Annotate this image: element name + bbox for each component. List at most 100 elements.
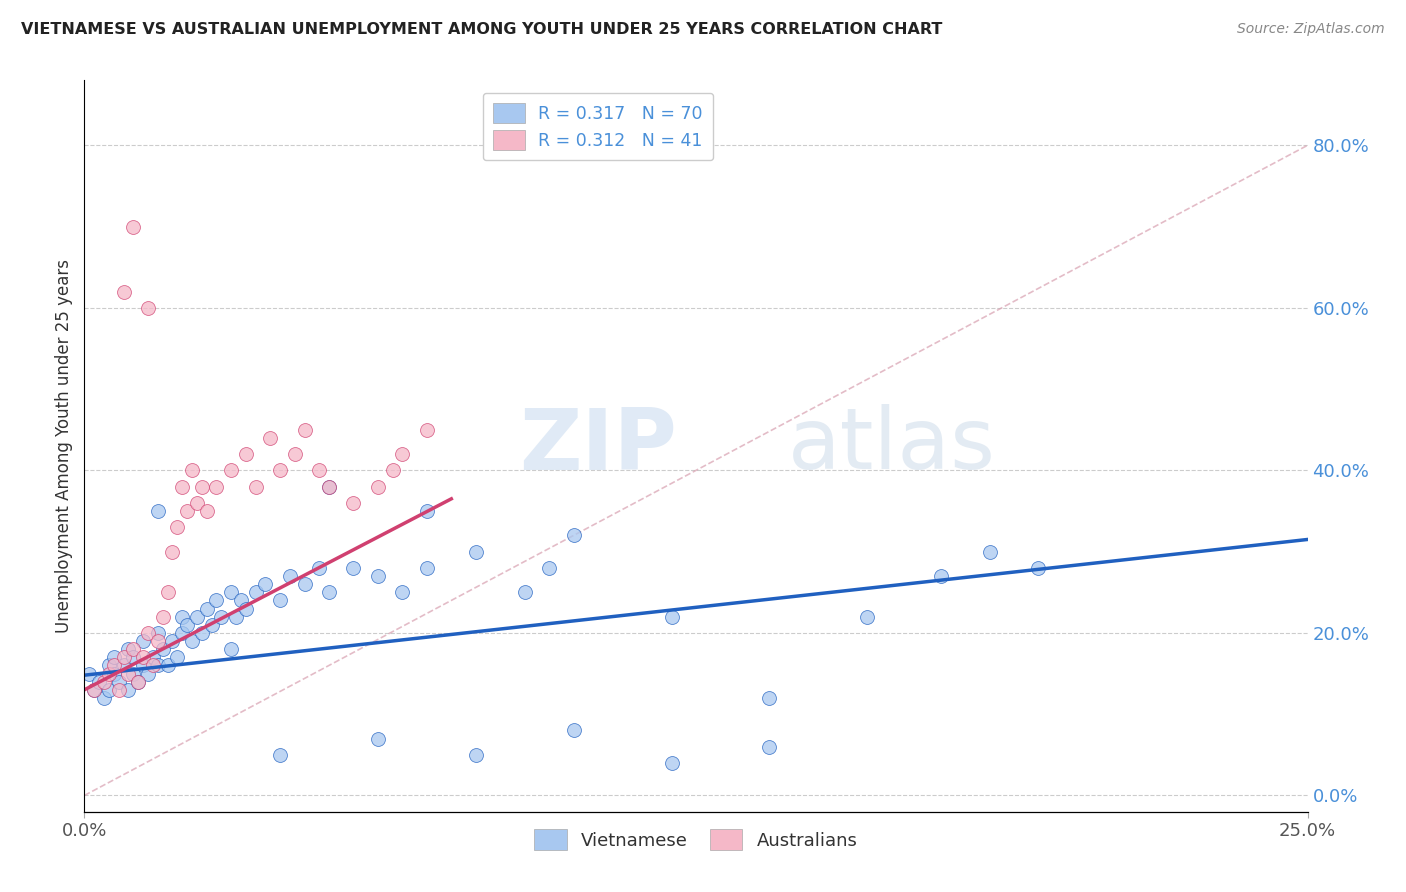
Point (269, 747, 291, 762)
Point (127, 674, 149, 689)
Point (136, 301, 159, 315)
Point (391, 585, 413, 599)
Point (152, 609, 174, 624)
Point (229, 593, 252, 607)
Point (259, 431, 281, 445)
Point (284, 447, 307, 461)
Point (416, 423, 439, 437)
Point (205, 480, 228, 494)
Point (87, 674, 110, 689)
Point (464, 544, 486, 558)
Point (172, 626, 194, 640)
Legend: Vietnamese, Australians: Vietnamese, Australians (527, 822, 865, 857)
Point (367, 731, 389, 746)
Point (172, 480, 194, 494)
Point (416, 504, 439, 518)
Point (97, 682, 120, 697)
Point (122, 219, 145, 234)
Text: VIETNAMESE VS AUSTRALIAN UNEMPLOYMENT AMONG YOUTH UNDER 25 YEARS CORRELATION CHA: VIETNAMESE VS AUSTRALIAN UNEMPLOYMENT AM… (21, 22, 942, 37)
Point (235, 601, 257, 615)
Point (132, 634, 155, 648)
Y-axis label: Unemployment Among Youth under 25 years: Unemployment Among Youth under 25 years (55, 259, 73, 633)
Point (225, 609, 247, 624)
Point (294, 423, 316, 437)
Point (661, 609, 683, 624)
Point (146, 634, 169, 648)
Point (245, 585, 267, 599)
Point (136, 626, 159, 640)
Point (176, 617, 198, 632)
Point (318, 480, 340, 494)
Point (83, 682, 105, 697)
Point (200, 617, 222, 632)
Point (342, 561, 364, 575)
Point (245, 480, 267, 494)
Point (294, 577, 316, 591)
Point (103, 658, 125, 673)
Point (342, 496, 364, 510)
Point (269, 463, 291, 477)
Point (181, 463, 204, 477)
Point (381, 463, 404, 477)
Point (195, 601, 218, 615)
Point (77, 666, 100, 681)
Point (112, 285, 135, 299)
Point (538, 561, 561, 575)
Point (186, 609, 208, 624)
Point (235, 447, 257, 461)
Point (162, 544, 184, 558)
Point (758, 690, 780, 705)
Point (205, 593, 228, 607)
Point (117, 682, 139, 697)
Point (562, 528, 585, 542)
Point (156, 585, 179, 599)
Point (107, 674, 129, 689)
Point (186, 496, 208, 510)
Point (929, 569, 952, 583)
Point (191, 626, 214, 640)
Point (93, 674, 115, 689)
Point (219, 585, 242, 599)
Point (136, 666, 159, 681)
Point (83, 682, 105, 697)
Point (191, 480, 214, 494)
Point (391, 447, 413, 461)
Point (318, 480, 340, 494)
Point (142, 658, 165, 673)
Point (562, 723, 585, 738)
Point (513, 585, 536, 599)
Point (152, 642, 174, 657)
Point (122, 666, 145, 681)
Point (176, 504, 198, 518)
Point (254, 577, 277, 591)
Point (318, 585, 340, 599)
Point (122, 650, 145, 665)
Point (166, 520, 188, 534)
Point (132, 650, 155, 665)
Point (979, 544, 1001, 558)
Point (856, 609, 879, 624)
Point (219, 642, 242, 657)
Point (172, 609, 194, 624)
Point (758, 739, 780, 754)
Text: Source: ZipAtlas.com: Source: ZipAtlas.com (1237, 22, 1385, 37)
Point (127, 674, 149, 689)
Point (103, 666, 125, 681)
Point (117, 666, 139, 681)
Point (219, 463, 242, 477)
Point (156, 658, 179, 673)
Point (308, 561, 330, 575)
Point (117, 642, 139, 657)
Point (146, 626, 169, 640)
Point (166, 650, 188, 665)
Point (181, 634, 204, 648)
Text: atlas: atlas (787, 404, 995, 488)
Point (269, 593, 291, 607)
Text: ZIP: ZIP (519, 404, 676, 488)
Point (122, 642, 145, 657)
Point (1028, 561, 1050, 575)
Point (162, 634, 184, 648)
Point (107, 682, 129, 697)
Point (142, 650, 165, 665)
Point (195, 504, 218, 518)
